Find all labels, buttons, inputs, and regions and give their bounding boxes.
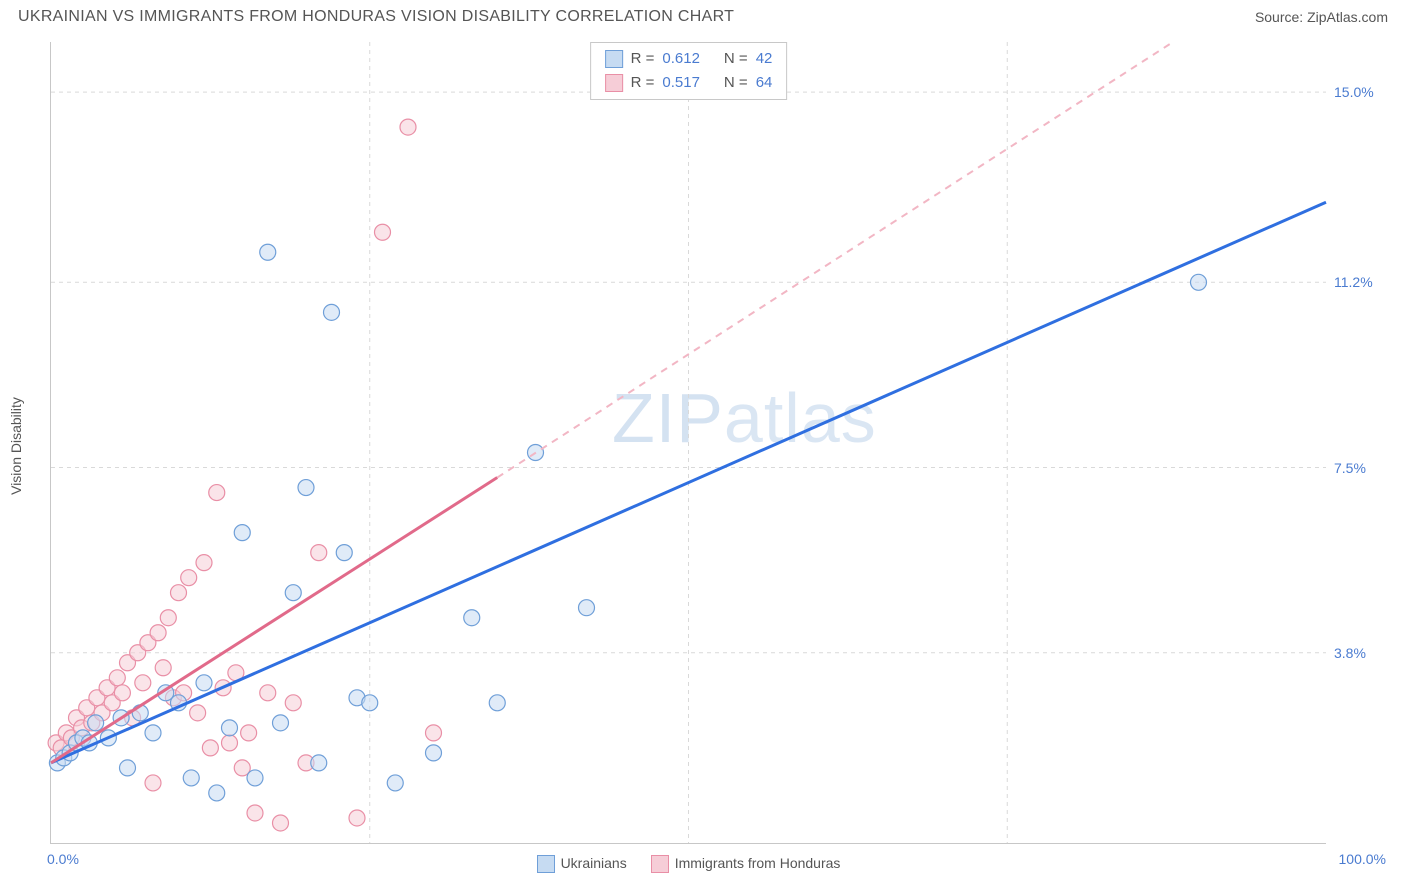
r-label-b: R = [631,71,655,95]
legend-row-a: R = 0.612 N = 42 [605,47,773,71]
y-tick-label: 7.5% [1334,460,1390,476]
r-label-a: R = [631,47,655,71]
legend-item-b: Immigrants from Honduras [651,855,841,873]
y-tick-label: 11.2% [1334,274,1390,290]
chart-svg [51,42,1326,843]
legend-swatch-a-icon [537,855,555,873]
legend-row-b: R = 0.517 N = 64 [605,71,773,95]
y-axis-title: Vision Disability [8,397,24,495]
legend-series: Ukrainians Immigrants from Honduras [51,855,1326,873]
legend-swatch-b-icon [651,855,669,873]
chart-title: UKRAINIAN VS IMMIGRANTS FROM HONDURAS VI… [18,8,734,26]
source-label: Source: ZipAtlas.com [1255,9,1388,25]
chart-plot-area: ZIPatlas R = 0.612 N = 42 R = 0.517 N = … [50,42,1326,844]
legend-label-a: Ukrainians [561,855,627,871]
n-value-a: 42 [756,47,773,71]
legend-swatch-b [605,74,623,92]
legend-swatch-a [605,50,623,68]
legend-label-b: Immigrants from Honduras [675,855,841,871]
legend-correlation: R = 0.612 N = 42 R = 0.517 N = 64 [590,42,788,100]
y-tick-label: 15.0% [1334,84,1390,100]
x-tick-label: 100.0% [1339,851,1386,867]
n-value-b: 64 [756,71,773,95]
n-label-b: N = [724,71,748,95]
n-label-a: N = [724,47,748,71]
legend-item-a: Ukrainians [537,855,627,873]
r-value-b: 0.517 [662,71,700,95]
y-tick-label: 3.8% [1334,645,1390,661]
r-value-a: 0.612 [662,47,700,71]
